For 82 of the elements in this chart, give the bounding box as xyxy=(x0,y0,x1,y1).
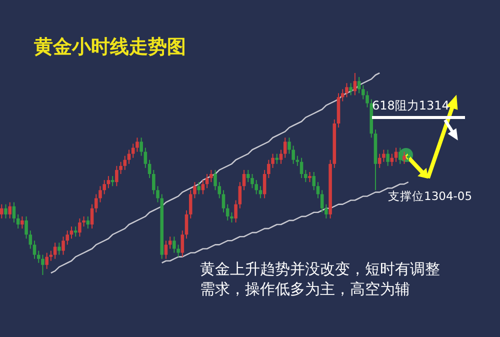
candlestick xyxy=(152,169,156,195)
candlestick xyxy=(238,182,242,209)
candlestick xyxy=(242,169,246,191)
candlestick xyxy=(357,76,361,94)
candlestick xyxy=(102,180,106,195)
candlestick xyxy=(279,149,283,164)
chart-title: 黄金小时线走势图 xyxy=(33,36,186,58)
candlestick xyxy=(127,149,131,164)
candlestick xyxy=(184,210,188,240)
candlestick xyxy=(16,214,20,230)
candlestick xyxy=(390,153,394,166)
candlestick xyxy=(32,240,36,260)
candlestick xyxy=(267,159,270,179)
candlestick xyxy=(345,82,348,98)
candlestick xyxy=(123,155,127,170)
candlestick xyxy=(168,236,172,250)
candlestick xyxy=(28,230,32,250)
candlestick xyxy=(288,137,291,154)
candlestick xyxy=(254,180,258,195)
candlestick xyxy=(382,149,386,162)
candlestick xyxy=(86,216,90,230)
candlestick xyxy=(234,200,238,223)
candlestick xyxy=(378,153,382,168)
candlestick xyxy=(70,226,74,240)
candlestick xyxy=(131,143,135,158)
candlestick xyxy=(119,161,122,174)
candlestick xyxy=(8,202,12,219)
candlestick xyxy=(115,165,118,187)
candlestick xyxy=(201,180,205,195)
annotation: 黄金上升趋势并没改变，短时有调整需求，操作低多为主，高空为辅 xyxy=(200,260,440,298)
candlestick xyxy=(271,153,274,168)
candlestick xyxy=(53,242,57,260)
candlestick xyxy=(164,240,168,260)
candlestick xyxy=(4,204,8,219)
candlestick xyxy=(214,169,217,191)
candlestick xyxy=(0,204,4,219)
candlestick xyxy=(78,218,82,238)
candlestick xyxy=(304,169,308,183)
candlestick xyxy=(300,157,304,179)
candlestick xyxy=(250,174,254,189)
candlestick xyxy=(148,159,152,179)
candlestick xyxy=(24,216,28,240)
candlestick xyxy=(90,204,94,230)
candlestick xyxy=(226,204,230,221)
candlestick xyxy=(324,204,328,219)
candlestick xyxy=(312,171,316,191)
candlestick xyxy=(394,147,398,162)
candlestick xyxy=(349,82,352,96)
candlestick xyxy=(62,236,65,256)
candlestick xyxy=(320,190,324,213)
candlestick xyxy=(197,182,200,195)
candlestick xyxy=(398,147,402,164)
candlestick xyxy=(258,186,262,199)
candlestick xyxy=(180,230,184,258)
candlestick xyxy=(58,242,61,256)
candlestick xyxy=(210,169,213,183)
candlestick xyxy=(283,137,287,158)
candlestick xyxy=(172,236,176,254)
candlestick xyxy=(45,252,48,270)
candlestick xyxy=(353,72,357,96)
candlestick xyxy=(41,254,44,276)
candlestick xyxy=(140,137,143,156)
annotation: 支撑位1304-05 xyxy=(388,189,472,203)
candlestick xyxy=(12,202,16,223)
candlestick xyxy=(136,137,139,152)
candlestick xyxy=(20,216,24,230)
candlestick xyxy=(222,190,226,213)
candlestick xyxy=(106,176,110,189)
candlestick xyxy=(386,149,390,166)
ref-line-label: 618阻力1314 xyxy=(372,98,450,112)
candlestick xyxy=(205,174,209,189)
candlestick xyxy=(402,151,406,164)
candlestick xyxy=(82,216,86,228)
candlestick xyxy=(362,84,365,100)
candlestick xyxy=(176,244,180,258)
candlestick xyxy=(406,151,410,162)
candlestick xyxy=(230,212,234,223)
candlestick xyxy=(262,169,266,199)
candlestick xyxy=(316,182,320,199)
candlestick xyxy=(292,145,295,164)
candlestick xyxy=(144,147,148,168)
candlestick xyxy=(308,171,312,183)
